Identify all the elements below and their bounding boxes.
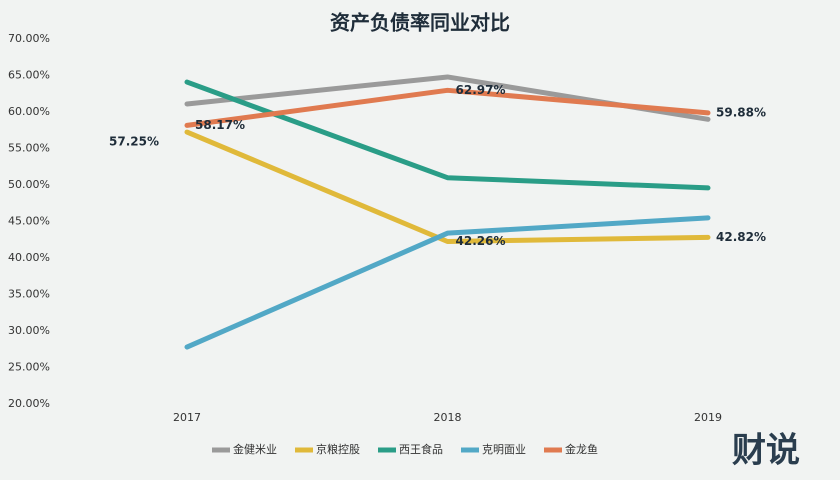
legend-label: 京粮控股 [316, 442, 360, 456]
legend-label: 金健米业 [233, 442, 277, 456]
y-tick-label: 70.00% [8, 32, 50, 45]
value-label: 42.26% [456, 234, 506, 248]
y-tick-label: 20.00% [8, 397, 50, 410]
x-tick-label: 2019 [694, 411, 722, 424]
y-tick-label: 55.00% [8, 142, 50, 155]
logo: 财说 [732, 431, 800, 471]
y-tick-label: 40.00% [8, 251, 50, 264]
y-tick-label: 35.00% [8, 288, 50, 301]
y-tick-label: 30.00% [8, 324, 50, 337]
legend-label: 西王食品 [399, 442, 443, 456]
value-label: 62.97% [456, 83, 506, 97]
legend-label: 克明面业 [482, 443, 526, 456]
series-line [184, 215, 711, 350]
value-label: 42.82% [716, 230, 766, 244]
legend-label: 金龙鱼 [565, 442, 598, 456]
x-tick-label: 2018 [434, 411, 462, 424]
series-line [184, 87, 711, 128]
y-tick-label: 25.00% [8, 361, 50, 374]
value-label: 59.88% [716, 105, 766, 119]
y-tick-label: 65.00% [8, 69, 50, 82]
x-tick-label: 2017 [173, 411, 201, 424]
chart-title: 资产负债率同业对比 [330, 11, 510, 35]
series-line [184, 129, 711, 245]
y-tick-label: 50.00% [8, 178, 50, 191]
y-tick-label: 45.00% [8, 215, 50, 228]
value-label: 57.25% [109, 135, 159, 149]
value-label: 58.17% [195, 118, 245, 132]
y-tick-label: 60.00% [8, 105, 50, 118]
